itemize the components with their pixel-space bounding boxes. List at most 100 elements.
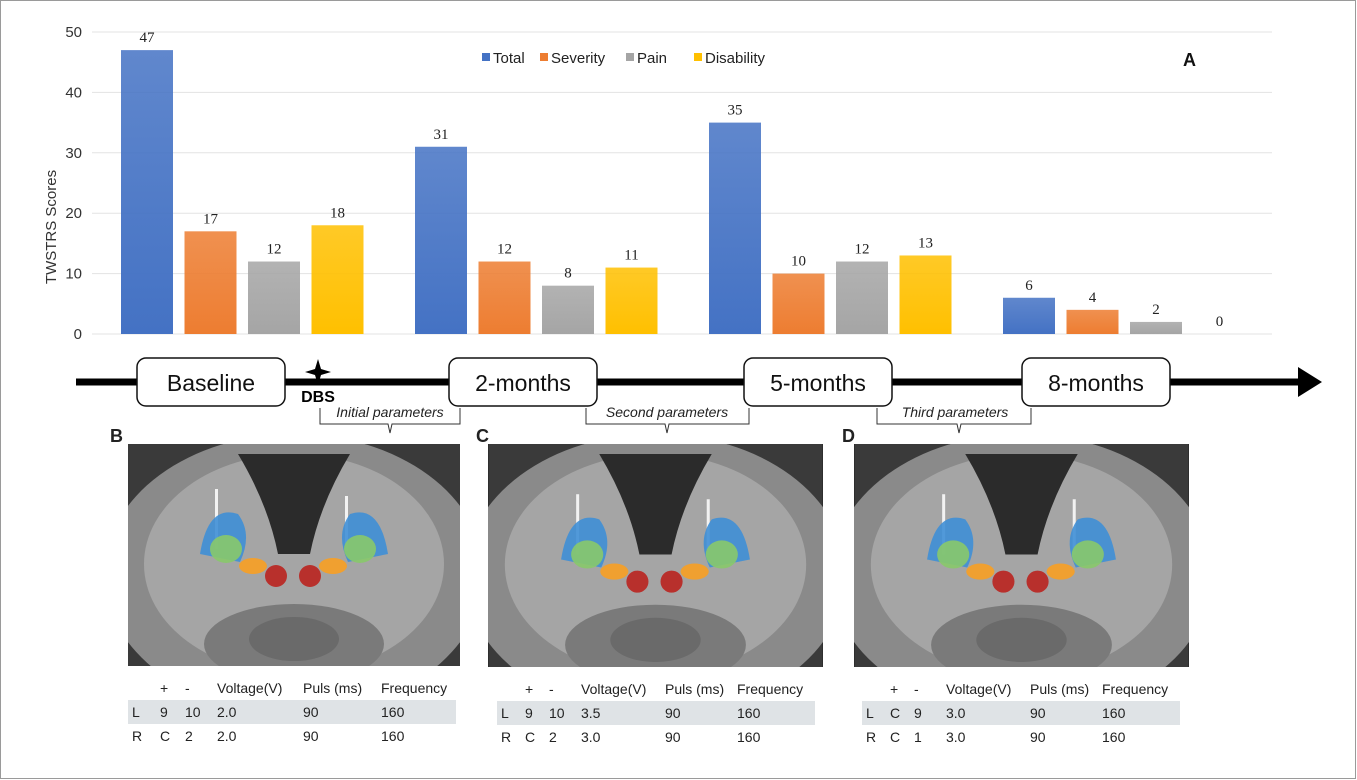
data-label: 12 (267, 242, 282, 258)
table-cell: C (890, 729, 901, 745)
table-header-cell: - (549, 677, 581, 701)
table-header-row: + - Voltage(V) Puls (ms) Frequency (862, 677, 1180, 701)
table-cell: R (132, 728, 143, 744)
legend-swatch (540, 53, 548, 61)
bar-disability-2-months (605, 267, 658, 334)
bar-disability-baseline (311, 225, 364, 334)
table-cell: 10 (549, 701, 581, 725)
table-header-cell (862, 677, 890, 701)
table-cell: L (497, 701, 525, 725)
y-tick-label: 40 (65, 84, 82, 101)
table-cell: 160 (737, 701, 815, 725)
table-cell: 3.0 (581, 729, 601, 745)
brain-mri-illustration (854, 444, 1189, 667)
timeline-box-5-months: 5-months (743, 357, 893, 407)
parameter-table-b: + - Voltage(V) Puls (ms) Frequency L 9 1… (128, 676, 456, 748)
table-cell: 9 (160, 700, 185, 724)
table-header-cell: Frequency (737, 677, 815, 701)
table-header-row: + - Voltage(V) Puls (ms) Frequency (128, 676, 456, 700)
table-cell: C (890, 701, 914, 725)
table-header-cell: Puls (ms) (1030, 677, 1102, 701)
y-tick-label: 30 (65, 145, 82, 162)
panel-label-c: C (476, 426, 489, 446)
bar-pain-2-months (542, 285, 594, 334)
table-cell: 160 (737, 729, 761, 745)
table-cell: 90 (303, 700, 381, 724)
bar-severity-baseline (184, 231, 237, 334)
table-cell: R (866, 729, 877, 745)
table-cell: 160 (1102, 729, 1126, 745)
table-header-cell: Puls (ms) (303, 676, 381, 700)
data-label: 12 (497, 242, 512, 258)
bracket-label-initial: Initial parameters (336, 404, 443, 420)
parameter-table-d: + - Voltage(V) Puls (ms) Frequency L C 9… (862, 677, 1180, 749)
bar-pain-5-months (836, 261, 888, 334)
bracket-initial (319, 408, 461, 434)
table-header-cell: + (525, 677, 549, 701)
table-cell: 9 (914, 701, 946, 725)
data-label: 13 (918, 235, 933, 251)
legend-label: Severity (551, 50, 606, 67)
table-header-cell: - (914, 677, 946, 701)
table-cell: L (128, 700, 160, 724)
panel-label-a: A (1183, 50, 1196, 70)
brain-mri-image-b (128, 444, 460, 666)
y-tick-label: 10 (65, 266, 82, 283)
bar-severity-5-months (772, 273, 825, 334)
timeline-box-baseline: Baseline (136, 357, 286, 407)
table-cell: R (501, 729, 512, 745)
table-cell: 160 (381, 700, 456, 724)
table-row: L 9 10 3.5 90 160 (497, 701, 815, 725)
data-label: 6 (1025, 278, 1033, 294)
table-header-cell: Frequency (1102, 677, 1180, 701)
table-cell: C (525, 729, 536, 745)
timeline-label-2-months: 2-months (475, 370, 571, 396)
table-header-cell: Voltage(V) (581, 677, 665, 701)
data-label: 10 (791, 254, 806, 270)
bar-total-baseline (121, 50, 173, 335)
timeline-arrowhead (1298, 367, 1322, 397)
dbs-label: DBS (301, 389, 335, 406)
timeline-box-2-months: 2-months (448, 357, 598, 407)
bar-total-2-months (415, 146, 467, 334)
data-label: 12 (855, 242, 870, 258)
bracket-label-second: Second parameters (606, 404, 728, 420)
table-cell: 9 (525, 701, 549, 725)
legend-label: Total (493, 50, 525, 67)
table-cell: 90 (1030, 729, 1046, 745)
table-header-row: + - Voltage(V) Puls (ms) Frequency (497, 677, 815, 701)
table-header-cell (128, 676, 160, 700)
table-cell: 2 (549, 729, 557, 745)
data-label: 31 (434, 127, 449, 143)
brain-mri-image-d (854, 444, 1189, 667)
table-header-cell: + (160, 676, 185, 700)
table-row: R C 2 2.0 90 160 (128, 724, 456, 748)
panel-label-b: B (110, 426, 123, 446)
y-axis-label: TWSTRS Scores (43, 170, 60, 284)
table-row: L C 9 3.0 90 160 (862, 701, 1180, 725)
table-header-cell: Frequency (381, 676, 456, 700)
data-label: 4 (1089, 290, 1097, 306)
data-label: 35 (728, 103, 743, 119)
timeline-label-8-months: 8-months (1048, 370, 1144, 396)
table-cell: L (862, 701, 890, 725)
table-row: R C 2 3.0 90 160 (497, 725, 815, 749)
timeline-label-5-months: 5-months (770, 370, 866, 396)
data-label: 17 (203, 211, 219, 227)
panel-label-d: D (842, 426, 855, 446)
data-label: 18 (330, 205, 345, 221)
timeline-box-8-months: 8-months (1021, 357, 1171, 407)
table-cell: 3.5 (581, 701, 665, 725)
table-cell: 1 (914, 729, 922, 745)
legend-swatch (482, 53, 490, 61)
bar-severity-8-months (1066, 309, 1119, 334)
bar-total-5-months (709, 122, 761, 334)
bracket-label-third: Third parameters (902, 404, 1009, 420)
timeline: Baseline 2-months 5-months 8-months DBS … (76, 357, 1322, 434)
table-header-cell: Voltage(V) (217, 676, 303, 700)
table-header-cell (497, 677, 525, 701)
bar-total-8-months (1003, 297, 1055, 334)
table-cell: 3.0 (946, 701, 1030, 725)
